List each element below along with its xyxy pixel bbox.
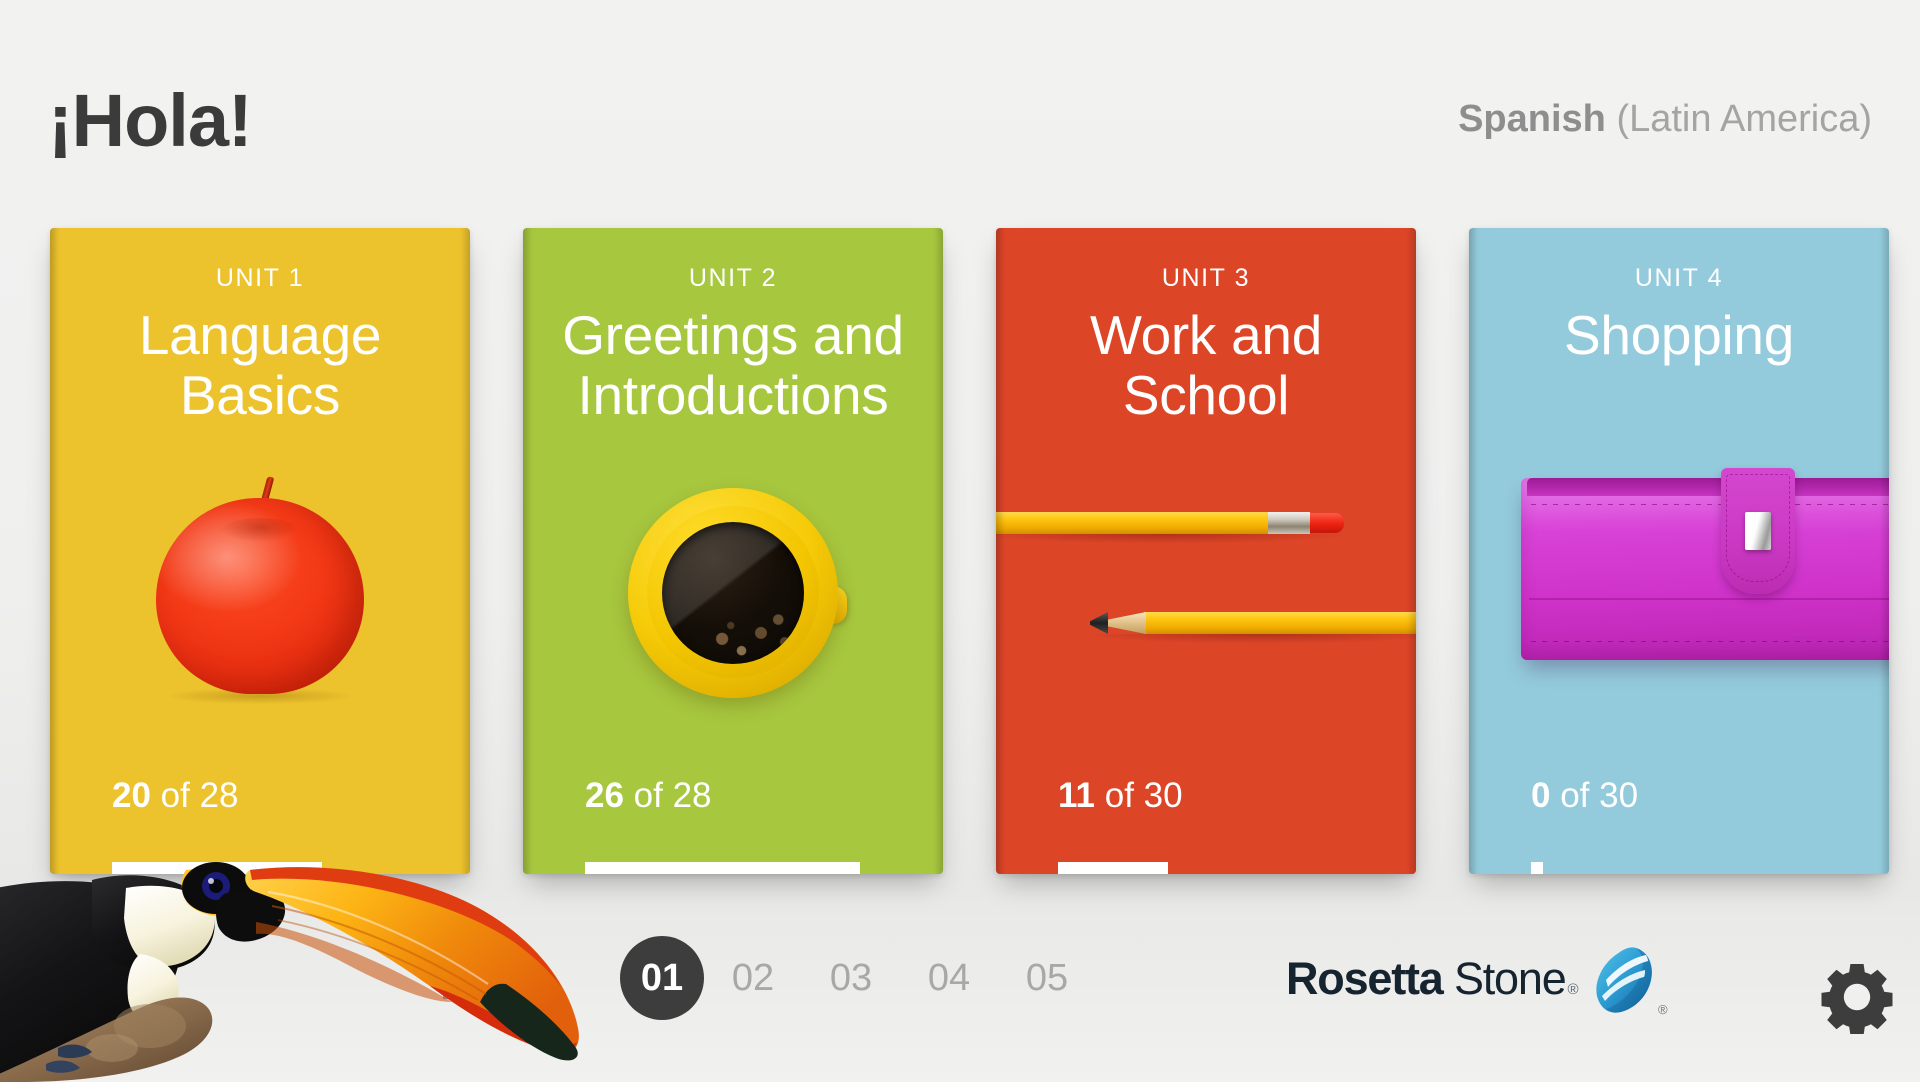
brand-name-second: Stone [1442, 953, 1567, 1004]
unit-card[interactable]: UNIT 3 Work and School 11 of 30 [996, 228, 1416, 874]
unit-title: Greetings and Introductions [562, 304, 904, 426]
unit-progress-text: 20 of 28 [112, 776, 239, 816]
unit-title: Work and School [1090, 304, 1322, 426]
unit-card[interactable]: UNIT 4 Shopping 0 of 30 [1469, 228, 1889, 874]
unit-card-list: UNIT 1 Language Basics 20 of 28 UNIT 2 G… [0, 228, 1920, 874]
progress-bar [585, 862, 881, 874]
progress-bar [1531, 862, 1827, 874]
wallet-icon [1521, 464, 1889, 684]
coffee-cup-icon [523, 480, 943, 706]
progress-bar [112, 862, 408, 874]
unit-completed-count: 11 [1058, 776, 1095, 815]
unit-label: UNIT 4 [1634, 264, 1724, 292]
brand-wordmark: Rosetta Stone [1286, 953, 1567, 1004]
unit-completed-count: 0 [1531, 776, 1551, 815]
level-label: Level [440, 966, 531, 1008]
level-item-05[interactable]: 05 [1025, 957, 1069, 999]
bottom-bar: Level 01 02 03 04 05 Rosetta Stone ® [0, 874, 1920, 1082]
brand-logo: Rosetta Stone ® ® [1286, 947, 1668, 1018]
unit-card[interactable]: UNIT 2 Greetings and Introductions 26 of… [523, 228, 943, 874]
level-item-01[interactable]: 01 [620, 936, 704, 1020]
rosetta-stone-icon: ® [1591, 946, 1668, 1018]
header: ¡Hola! Spanish (Latin America) [0, 0, 1920, 190]
unit-total-count: of 30 [1104, 776, 1183, 815]
level-item-02[interactable]: 02 [731, 957, 775, 999]
settings-button[interactable] [1820, 960, 1894, 1035]
unit-total-count: of 30 [1560, 776, 1639, 815]
unit-completed-count: 26 [585, 776, 624, 815]
unit-total-count: of 28 [633, 776, 712, 815]
unit-progress-text: 26 of 28 [585, 776, 712, 816]
progress-bar-fill [1531, 862, 1543, 874]
unit-label: UNIT 2 [688, 264, 778, 292]
level-selector: 01 02 03 04 05 [620, 936, 1096, 1020]
brand-name-first: Rosetta [1286, 953, 1444, 1004]
language-indicator[interactable]: Spanish (Latin America) [1458, 100, 1872, 138]
gear-icon [1821, 964, 1893, 1035]
unit-title: Language Basics [138, 304, 382, 426]
unit-label: UNIT 1 [215, 264, 305, 292]
apple-icon [50, 476, 470, 706]
unit-progress-text: 11 of 30 [1058, 776, 1183, 816]
logo-registered-mark: ® [1658, 1002, 1668, 1017]
unit-title: Shopping [1563, 304, 1795, 366]
unit-completed-count: 20 [112, 776, 151, 815]
level-item-04[interactable]: 04 [927, 957, 971, 999]
unit-progress-text: 0 of 30 [1531, 776, 1638, 816]
progress-bar-fill [585, 862, 861, 874]
page-title: ¡Hola! [48, 79, 253, 162]
progress-bar-fill [112, 862, 323, 874]
language-region: (Latin America) [1616, 98, 1872, 140]
language-name: Spanish [1458, 98, 1606, 140]
unit-total-count: of 28 [160, 776, 239, 815]
registered-mark: ® [1567, 981, 1579, 998]
pencils-icon [996, 466, 1416, 706]
progress-bar [1058, 862, 1354, 874]
unit-card[interactable]: UNIT 1 Language Basics 20 of 28 [50, 228, 470, 874]
progress-bar-fill [1058, 862, 1168, 874]
level-item-03[interactable]: 03 [829, 957, 873, 999]
unit-label: UNIT 3 [1161, 264, 1251, 292]
